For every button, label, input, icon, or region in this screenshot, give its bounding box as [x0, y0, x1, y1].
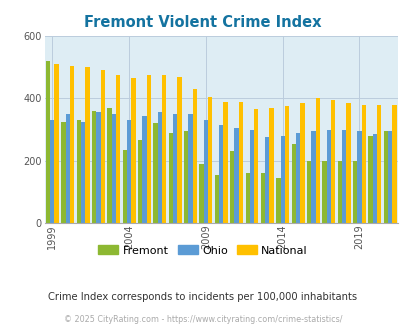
Bar — [284, 106, 288, 223]
Bar — [356, 131, 361, 223]
Bar — [61, 122, 65, 223]
Bar — [367, 136, 372, 223]
Bar — [260, 173, 264, 223]
Bar — [96, 113, 100, 223]
Bar — [264, 137, 269, 223]
Bar — [122, 150, 127, 223]
Bar — [306, 161, 311, 223]
Bar — [214, 175, 219, 223]
Bar — [383, 131, 387, 223]
Bar — [177, 77, 181, 223]
Bar — [230, 151, 234, 223]
Bar — [116, 75, 120, 223]
Bar — [192, 89, 196, 223]
Bar — [92, 111, 96, 223]
Bar — [315, 98, 319, 223]
Bar — [352, 161, 356, 223]
Bar — [345, 103, 350, 223]
Bar — [269, 108, 273, 223]
Bar — [153, 123, 157, 223]
Bar — [361, 105, 365, 223]
Bar — [299, 103, 304, 223]
Bar — [54, 64, 59, 223]
Bar — [337, 161, 341, 223]
Bar — [391, 105, 396, 223]
Bar — [183, 131, 188, 223]
Bar — [50, 120, 54, 223]
Bar — [142, 115, 146, 223]
Bar — [219, 125, 223, 223]
Bar — [138, 140, 142, 223]
Bar — [387, 131, 391, 223]
Bar — [127, 120, 131, 223]
Legend: Fremont, Ohio, National: Fremont, Ohio, National — [94, 241, 311, 260]
Text: Crime Index corresponds to incidents per 100,000 inhabitants: Crime Index corresponds to incidents per… — [48, 292, 357, 302]
Bar — [295, 133, 299, 223]
Bar — [275, 178, 280, 223]
Bar — [234, 128, 238, 223]
Bar — [131, 78, 135, 223]
Bar — [311, 131, 315, 223]
Bar — [85, 67, 89, 223]
Bar — [376, 105, 380, 223]
Bar — [173, 114, 177, 223]
Bar — [81, 122, 85, 223]
Bar — [199, 164, 203, 223]
Bar — [254, 109, 258, 223]
Bar — [107, 108, 111, 223]
Bar — [168, 133, 173, 223]
Bar — [157, 113, 162, 223]
Bar — [207, 97, 212, 223]
Bar — [188, 114, 192, 223]
Bar — [146, 75, 151, 223]
Bar — [326, 129, 330, 223]
Bar — [111, 114, 116, 223]
Bar — [77, 120, 81, 223]
Bar — [46, 61, 50, 223]
Bar — [100, 71, 104, 223]
Bar — [203, 120, 207, 223]
Bar — [245, 173, 249, 223]
Bar — [162, 75, 166, 223]
Bar — [249, 129, 254, 223]
Text: © 2025 CityRating.com - https://www.cityrating.com/crime-statistics/: © 2025 CityRating.com - https://www.city… — [64, 315, 341, 324]
Bar — [341, 129, 345, 223]
Text: Fremont Violent Crime Index: Fremont Violent Crime Index — [84, 15, 321, 30]
Bar — [238, 102, 243, 223]
Bar — [330, 100, 335, 223]
Bar — [372, 134, 376, 223]
Bar — [322, 161, 326, 223]
Bar — [291, 144, 295, 223]
Bar — [223, 102, 227, 223]
Bar — [70, 66, 74, 223]
Bar — [65, 114, 70, 223]
Bar — [280, 136, 284, 223]
